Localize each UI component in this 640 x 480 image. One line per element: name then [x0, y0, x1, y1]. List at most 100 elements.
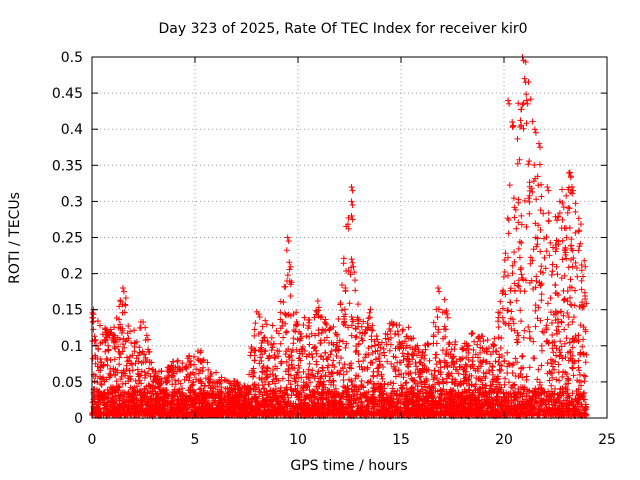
- data-point: [413, 363, 420, 370]
- data-point: [509, 369, 516, 376]
- data-point: [396, 359, 403, 366]
- data-point: [502, 375, 509, 382]
- data-point: [460, 345, 467, 352]
- data-point: [394, 411, 401, 418]
- data-point: [336, 371, 343, 378]
- data-point: [185, 377, 192, 384]
- data-point: [290, 340, 297, 347]
- data-point: [281, 310, 288, 317]
- data-point: [380, 346, 387, 353]
- data-point: [323, 321, 330, 328]
- data-point: [518, 271, 525, 278]
- data-point: [457, 381, 464, 388]
- data-point: [537, 248, 544, 255]
- data-point: [563, 192, 570, 199]
- data-point: [583, 300, 590, 307]
- data-point: [541, 254, 548, 261]
- data-point: [296, 348, 303, 355]
- data-point: [575, 247, 582, 254]
- data-point: [360, 318, 367, 325]
- data-point: [513, 297, 520, 304]
- data-point: [566, 348, 573, 355]
- data-point: [553, 217, 560, 224]
- data-point: [545, 209, 552, 216]
- data-point: [371, 342, 378, 349]
- data-point: [248, 349, 255, 356]
- data-point: [150, 366, 157, 373]
- data-point: [295, 362, 302, 369]
- data-point: [255, 311, 262, 318]
- data-point: [514, 338, 521, 345]
- data-point: [322, 327, 329, 334]
- data-point: [398, 382, 405, 389]
- data-point: [398, 371, 405, 378]
- data-point: [580, 350, 587, 357]
- data-point: [138, 359, 145, 366]
- data-point: [301, 348, 308, 355]
- data-point: [135, 352, 142, 359]
- data-point: [277, 340, 284, 347]
- data-point: [181, 376, 188, 383]
- data-point: [292, 328, 299, 335]
- data-point: [341, 306, 348, 313]
- data-point: [174, 358, 181, 365]
- data-point: [462, 361, 469, 368]
- data-point: [569, 364, 576, 371]
- data-point: [315, 368, 322, 375]
- data-point: [559, 237, 566, 244]
- data-point: [563, 225, 570, 232]
- data-point: [312, 332, 319, 339]
- data-point: [526, 158, 533, 165]
- data-point: [198, 380, 205, 387]
- data-point: [246, 388, 253, 395]
- data-point: [455, 370, 462, 377]
- data-point: [133, 383, 140, 390]
- data-point: [437, 408, 444, 415]
- data-point: [511, 280, 518, 287]
- data-point: [369, 322, 376, 329]
- data-point: [532, 302, 539, 309]
- data-point: [332, 329, 339, 336]
- data-point: [330, 341, 337, 348]
- data-point: [137, 324, 144, 331]
- data-point: [582, 328, 589, 335]
- data-point: [355, 351, 362, 358]
- data-point: [501, 268, 508, 275]
- data-point: [517, 383, 524, 390]
- data-point: [465, 376, 472, 383]
- data-point: [252, 320, 259, 327]
- data-point: [309, 367, 316, 374]
- data-point: [123, 337, 130, 344]
- data-point: [472, 381, 479, 388]
- data-point: [569, 390, 576, 397]
- data-point: [319, 365, 326, 372]
- data-point: [456, 363, 463, 370]
- data-point: [340, 255, 347, 262]
- data-point: [285, 346, 292, 353]
- data-point: [533, 278, 540, 285]
- data-point: [324, 364, 331, 371]
- data-point: [570, 372, 577, 379]
- data-point: [403, 333, 410, 340]
- data-point: [286, 266, 293, 273]
- data-point: [535, 182, 542, 189]
- data-point: [514, 359, 521, 366]
- data-point: [108, 329, 115, 336]
- data-point: [437, 359, 444, 366]
- data-point: [164, 378, 171, 385]
- data-point: [355, 301, 362, 308]
- data-point: [93, 342, 100, 349]
- data-point: [168, 363, 175, 370]
- data-point: [135, 380, 142, 387]
- data-point: [208, 384, 215, 391]
- data-point: [563, 371, 570, 378]
- data-point: [202, 382, 209, 389]
- data-point: [359, 330, 366, 337]
- data-point: [578, 277, 585, 284]
- data-point: [263, 374, 270, 381]
- data-point: [315, 304, 322, 311]
- data-point: [345, 324, 352, 331]
- data-point: [582, 373, 589, 380]
- data-point: [569, 263, 576, 270]
